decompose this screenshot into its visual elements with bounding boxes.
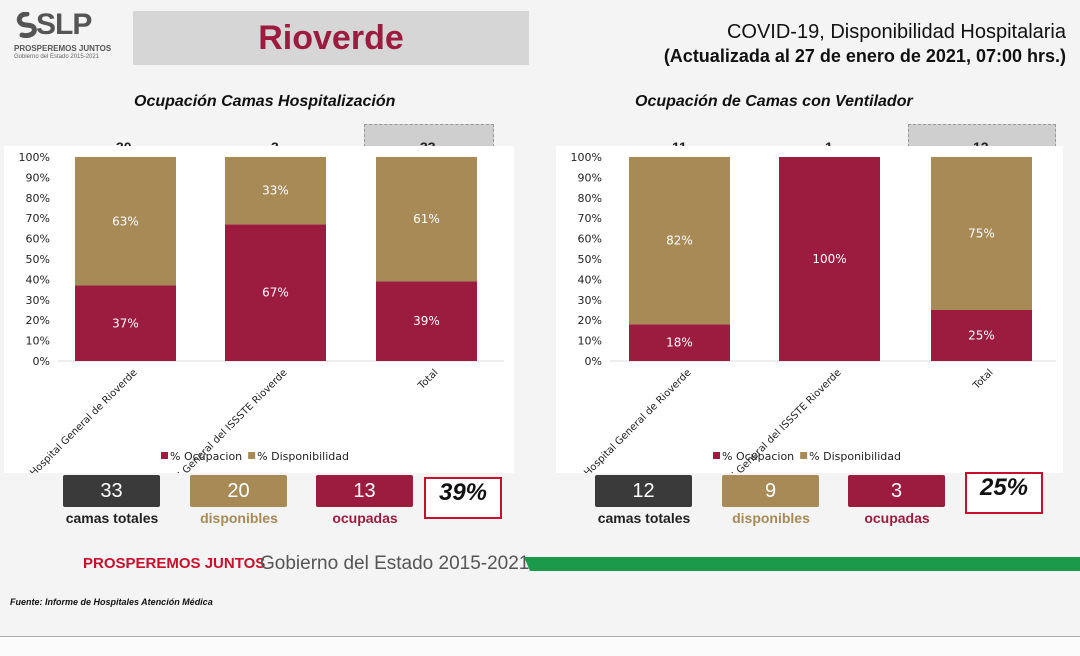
chart-title-hospitalizacion: Ocupación Camas Hospitalización xyxy=(134,93,396,110)
legend-label: % Disponibilidad xyxy=(257,450,349,463)
stat-total-value: 33 xyxy=(100,479,123,502)
bar-segment xyxy=(376,281,477,361)
occupancy-percent-box: 39% xyxy=(424,477,502,519)
bar-segment xyxy=(931,157,1032,310)
logo-slogan: PROSPEREMOS JUNTOS xyxy=(14,44,112,53)
logo-text: SLP xyxy=(36,8,92,41)
bar-segment xyxy=(931,310,1032,361)
category-label: Total xyxy=(971,367,996,392)
data-label: 33% xyxy=(262,184,289,198)
data-label: 63% xyxy=(112,214,139,228)
bottom-strip xyxy=(0,636,1080,656)
y-tick-label: 30% xyxy=(26,294,50,307)
category-label: Total xyxy=(416,367,441,392)
y-tick-label: 0% xyxy=(585,355,602,368)
y-tick-label: 100% xyxy=(571,151,602,164)
occupancy-percent: 39% xyxy=(438,479,488,506)
category-label: Hospital General de Rioverde xyxy=(28,367,139,473)
bar-segment xyxy=(629,157,730,325)
y-tick-label: 20% xyxy=(26,314,50,327)
chart-title-ventilador: Ocupación de Camas con Ventilador xyxy=(635,93,913,110)
data-label: 37% xyxy=(112,316,139,330)
bar-segment xyxy=(225,224,326,361)
y-tick-label: 10% xyxy=(26,335,50,348)
legend-swatch xyxy=(800,452,808,459)
stat-occupied-label: ocupadas xyxy=(332,510,398,526)
source-note: Fuente: Informe de Hospitales Atención M… xyxy=(10,597,213,607)
bar-segment xyxy=(75,157,176,286)
stat-total-value: 12 xyxy=(632,479,655,502)
stat-occupied-value: 3 xyxy=(890,479,903,502)
y-tick-label: 80% xyxy=(26,192,50,205)
y-tick-label: 30% xyxy=(578,294,602,307)
y-tick-label: 0% xyxy=(33,355,50,368)
legend-swatch xyxy=(161,452,168,459)
stat-total-label: camas totales xyxy=(65,510,159,526)
data-label: 61% xyxy=(413,212,440,226)
bar-segment xyxy=(629,324,730,361)
stat-available-box: 9 xyxy=(722,475,819,507)
y-tick-label: 40% xyxy=(26,273,50,286)
chart-panel-ventilador: 0% 10% 20% 30% 40% 50% 60% 70% 80% 90% 100% 18% 82% H… xyxy=(556,146,1063,473)
slp-logo: SLP PROSPEREMOS JUNTOS Gobierno del Esta… xyxy=(14,8,114,68)
y-tick-label: 70% xyxy=(578,212,602,225)
stat-total-box: 33 xyxy=(63,475,160,507)
data-label: 75% xyxy=(968,227,995,241)
footer-government: Gobierno del Estado 2015-2021 xyxy=(260,553,530,574)
city-banner: Rioverde xyxy=(133,11,529,65)
stat-occupied-box: 3 xyxy=(848,475,945,507)
bar-segment xyxy=(75,285,176,361)
stat-available-value: 20 xyxy=(227,479,250,502)
occupancy-percent-box: 25% xyxy=(965,472,1043,514)
bar-segment xyxy=(225,157,326,225)
city-name: Rioverde xyxy=(258,18,404,57)
bar-segment xyxy=(376,157,477,282)
y-tick-label: 40% xyxy=(578,273,602,286)
logo-subtext: Gobierno del Estado 2015-2021 xyxy=(14,54,100,60)
legend-swatch xyxy=(713,452,720,459)
stat-total-label: camas totales xyxy=(597,510,691,526)
legend-label: % Ocupacion xyxy=(170,450,242,463)
footer-slogan: PROSPEREMOS JUNTOS xyxy=(83,555,266,572)
y-tick-label: 90% xyxy=(578,171,602,184)
stat-available-label: disponibles xyxy=(732,510,810,526)
stat-available-box: 20 xyxy=(190,475,287,507)
y-tick-label: 60% xyxy=(578,233,602,246)
data-label: 100% xyxy=(812,252,846,266)
data-label: 67% xyxy=(262,286,289,300)
legend-label: % Disponibilidad xyxy=(809,450,901,463)
y-tick-label: 50% xyxy=(26,253,50,266)
data-label: 82% xyxy=(666,234,693,248)
data-label: 25% xyxy=(968,329,995,343)
data-label: 18% xyxy=(666,336,693,350)
y-tick-label: 90% xyxy=(26,171,50,184)
y-tick-label: 70% xyxy=(26,212,50,225)
legend-label: % Ocupacion xyxy=(722,450,794,463)
footer-green-bar xyxy=(524,557,1080,571)
legend-swatch xyxy=(248,452,256,459)
update-date: (Actualizada al 27 de enero de 2021, 07:… xyxy=(663,46,1066,66)
data-label: 39% xyxy=(413,314,440,328)
y-tick-label: 10% xyxy=(578,335,602,348)
stat-total-box: 12 xyxy=(595,475,692,507)
report-title: COVID-19, Disponibilidad Hospitalaria xyxy=(726,21,1066,43)
y-tick-label: 100% xyxy=(19,151,50,164)
bar-segment xyxy=(779,157,880,361)
y-tick-label: 60% xyxy=(26,233,50,246)
y-tick-label: 50% xyxy=(578,253,602,266)
stat-occupied-label: ocupadas xyxy=(864,510,930,526)
stat-available-value: 9 xyxy=(764,479,777,502)
category-label: Hospital General de Rioverde xyxy=(582,367,693,473)
chart-panel-hospitalizacion: 0% 10% 20% 30% 40% 50% 60% 70% 80% 90% 100% 37% 63% H… xyxy=(4,146,514,473)
stat-occupied-value: 13 xyxy=(353,479,376,502)
stat-occupied-box: 13 xyxy=(316,475,413,507)
chart-hospitalizacion: 0% 10% 20% 30% 40% 50% 60% 70% 80% 90% 100% 37% 63% H… xyxy=(19,151,504,473)
y-tick-label: 20% xyxy=(578,314,602,327)
logo-swirl-icon xyxy=(16,12,37,38)
chart-ventilador: 0% 10% 20% 30% 40% 50% 60% 70% 80% 90% 100% 18% 82% H… xyxy=(571,151,1056,473)
y-tick-label: 80% xyxy=(578,192,602,205)
stat-available-label: disponibles xyxy=(200,510,278,526)
occupancy-percent: 25% xyxy=(979,474,1029,501)
